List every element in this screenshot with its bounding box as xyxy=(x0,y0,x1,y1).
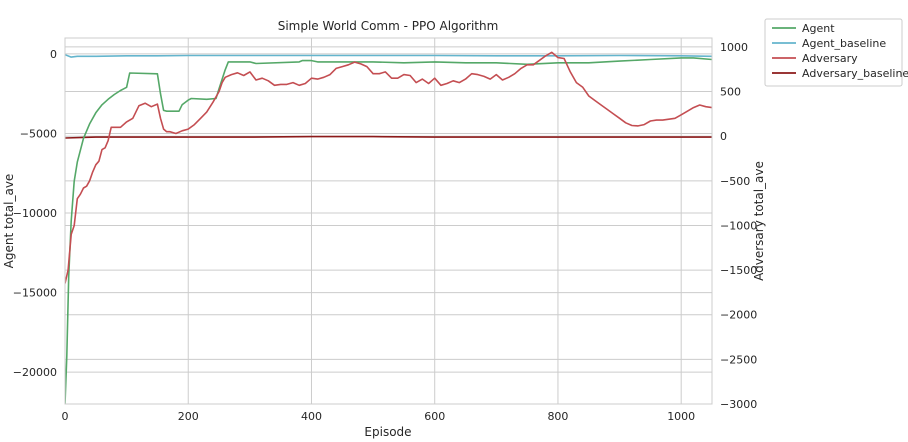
right-y-tick-label: −2500 xyxy=(720,353,757,366)
plot-background xyxy=(65,38,712,404)
right-y-tick-label: −1500 xyxy=(720,264,757,277)
x-tick-label: 800 xyxy=(547,410,568,423)
legend-label-adversary-baseline: Adversary_baseline xyxy=(802,67,908,80)
series-line-agent xyxy=(65,57,712,404)
series-line-adversary xyxy=(65,51,712,284)
left-y-tick-labels: 0 −5000 −10000 −15000 −20000 xyxy=(13,48,57,379)
legend: Agent Agent_baseline Adversary Adversary_ba… xyxy=(764,18,908,87)
right-y-tick-labels: 1000 500 0 −500 −1000 −1500 −2000 −2500 −3000 xyxy=(720,41,757,411)
left-y-tick-label: −15000 xyxy=(13,287,57,300)
legend-label-agent-baseline: Agent_baseline xyxy=(802,37,886,50)
left-y-tick-label: −20000 xyxy=(13,366,57,379)
x-tick-labels: 0 200 400 600 800 1000 xyxy=(62,410,696,423)
right-y-tick-label: 1000 xyxy=(720,41,748,54)
left-y-tick-label: 0 xyxy=(50,48,57,61)
right-y-tick-label: −3000 xyxy=(720,398,757,411)
x-tick-label: 0 xyxy=(62,410,69,423)
right-y-tick-label: 500 xyxy=(720,86,741,99)
right-y-tick-label: −2000 xyxy=(720,309,757,322)
right-y-tick-label: −1000 xyxy=(720,219,757,232)
x-tick-label: 200 xyxy=(178,410,199,423)
left-y-axis-label: Agent total_ave xyxy=(2,174,16,269)
plot-frame xyxy=(64,37,713,405)
chart-title: Simple World Comm - PPO Algorithm xyxy=(278,19,499,33)
x-tick-label: 600 xyxy=(424,410,445,423)
x-tick-label: 400 xyxy=(301,410,322,423)
right-y-tick-label: −500 xyxy=(720,175,750,188)
left-y-tick-label: −10000 xyxy=(13,207,57,220)
plot-area xyxy=(64,37,713,405)
series-line-agent-baseline xyxy=(65,53,712,58)
legend-box xyxy=(764,18,903,87)
x-axis-label: Episode xyxy=(364,425,411,439)
series-line-adversary-baseline xyxy=(65,135,712,139)
legend-label-agent: Agent xyxy=(802,22,835,35)
x-tick-label: 1000 xyxy=(667,410,695,423)
right-y-axis-label: Adversary total_ave xyxy=(752,161,766,281)
series-layer xyxy=(65,51,712,404)
left-y-tick-label: −5000 xyxy=(20,127,57,140)
legend-label-adversary: Adversary xyxy=(802,52,858,65)
right-y-tick-label: 0 xyxy=(720,130,727,143)
